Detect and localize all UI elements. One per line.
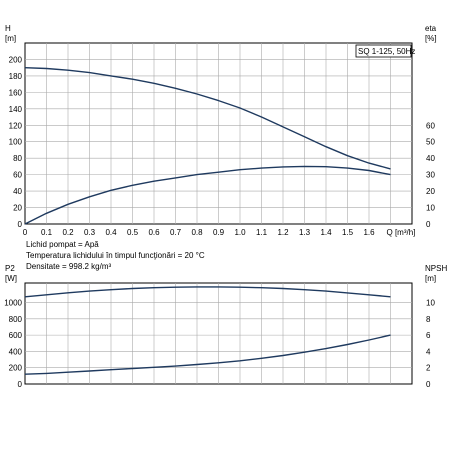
x-axis-tick-label: 1.2 [277, 228, 289, 237]
x-axis-tick-label: 1.1 [256, 228, 268, 237]
x-axis-tick-label: 0.6 [148, 228, 160, 237]
x-axis-tick-label: 1.0 [234, 228, 246, 237]
left-axis-tick-label: 200 [9, 55, 23, 64]
top-plot: 0 20 40 60 80 100 120 140 160 180 200 0 10 20 30 40 50 60… [5, 24, 437, 237]
left-axis-tick-label: 200 [9, 364, 23, 373]
left-axis-tick-label: 0 [18, 220, 23, 229]
left-axis-tick-label: 120 [9, 121, 23, 130]
series-line-right [24, 334, 391, 375]
left-axis-unit: [W] [5, 274, 17, 283]
right-axis-tick-label: 60 [426, 121, 435, 130]
x-axis-tick-label: 0 [23, 228, 28, 237]
right-axis-tick-label: 0 [426, 220, 431, 229]
right-axis-tick-label: 4 [426, 347, 431, 356]
x-axis-tick-label: 1.6 [363, 228, 375, 237]
left-axis-tick-label: 1000 [4, 299, 22, 308]
left-axis-tick-label: 40 [13, 187, 22, 196]
x-axis-tick-label: 0.5 [127, 228, 139, 237]
left-axis-label: H [5, 24, 11, 33]
left-axis-unit: [m] [5, 34, 16, 43]
bottom-plot: 0 200 400 600 800 1000 0 2 4 6 8 10 P2[W] NPSH[m] [4, 264, 447, 389]
x-axis-tick-label: 0.9 [213, 228, 225, 237]
left-axis-tick-label: 100 [9, 138, 23, 147]
info-line-temperature: Temperatura lichidului în timpul funcţio… [26, 251, 205, 260]
chart-title-box [355, 44, 412, 58]
chart-title: SQ 1-125, 50Hz [358, 47, 415, 56]
x-axis-tick-label: 0.2 [62, 228, 74, 237]
x-axis-tick-label: 1.4 [320, 228, 332, 237]
left-axis-label: P2 [5, 264, 15, 273]
left-axis-tick-label: 180 [9, 72, 23, 81]
right-axis-label: NPSH [425, 264, 447, 273]
right-axis-unit: [m] [425, 274, 436, 283]
x-axis-tick-label: 0.4 [105, 228, 117, 237]
right-axis-tick-label: 40 [426, 154, 435, 163]
right-axis-tick-label: 8 [426, 315, 431, 324]
right-axis-tick-label: 10 [426, 204, 435, 213]
x-axis-label: Q [m³/h] [387, 228, 416, 237]
right-axis-tick-label: 2 [426, 364, 431, 373]
right-axis-tick-label: 0 [426, 380, 431, 389]
left-axis-tick-label: 400 [9, 347, 23, 356]
right-axis-tick-label: 50 [426, 138, 435, 147]
x-axis-tick-label: 0.8 [191, 228, 203, 237]
left-axis-tick-label: 800 [9, 315, 23, 324]
info-line-liquid: Lichid pompat = Apă [26, 240, 99, 249]
info-block: Lichid pompat = Apă Temperatura lichidul… [26, 240, 205, 271]
series-line-right [24, 165, 391, 225]
left-axis-tick-label: 140 [9, 105, 23, 114]
right-axis-label: eta [425, 24, 437, 33]
series-line-left [24, 67, 391, 170]
left-axis-tick-label: 20 [13, 204, 22, 213]
left-axis-tick-label: 600 [9, 331, 23, 340]
left-axis-tick-label: 160 [9, 88, 23, 97]
x-axis-tick-label: 1.5 [342, 228, 354, 237]
x-axis-tick-label: 0.1 [41, 228, 53, 237]
x-axis-tick-label: 0.7 [170, 228, 182, 237]
x-axis-tick-label: 1.3 [299, 228, 311, 237]
right-axis-tick-label: 30 [426, 171, 435, 180]
right-axis-tick-label: 10 [426, 299, 435, 308]
series-line-left [24, 286, 391, 298]
right-axis-tick-label: 20 [426, 187, 435, 196]
left-axis-tick-label: 0 [18, 380, 23, 389]
left-axis-tick-label: 60 [13, 171, 22, 180]
right-axis-unit: [%] [425, 34, 437, 43]
info-line-density: Densitate = 998.2 kg/m³ [26, 262, 111, 271]
right-axis-tick-label: 6 [426, 331, 431, 340]
left-axis-tick-label: 80 [13, 154, 22, 163]
x-axis-tick-label: 0.3 [84, 228, 96, 237]
